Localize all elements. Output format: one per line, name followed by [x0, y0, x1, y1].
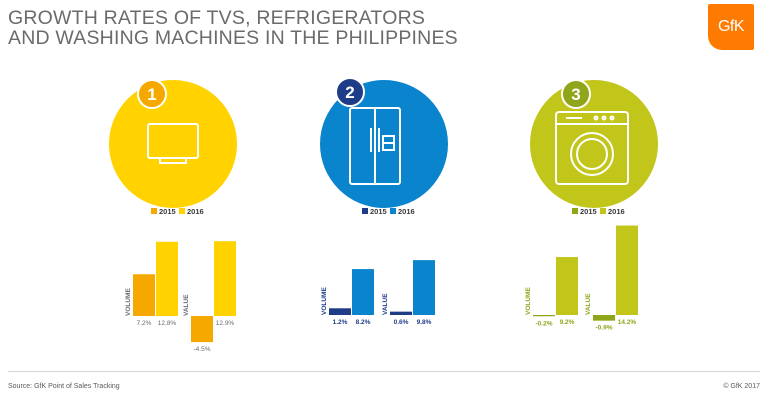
data-label-value-2016: 9.8%: [417, 319, 432, 326]
washing-machine-icon: [555, 111, 629, 185]
legend-label-2015: 2015: [370, 207, 387, 216]
group-label-value: VALUE: [585, 293, 592, 315]
chart-panel-2: 2 2015 2016 VOLUME 1.2% 8.2% VALUE 0.6% 9.8%: [320, 77, 448, 326]
bar-volume-2016: [156, 241, 178, 316]
chart-panel-1: 1 2015 2016 VOLUME 7.2% 12.8% VALUE -4.5% 12.9%: [109, 79, 237, 353]
legend-swatch-2016: [600, 208, 606, 214]
category-circle: [109, 80, 237, 208]
legend-label-2015: 2015: [580, 207, 597, 216]
chart-panel-3: 3 2015 2016 VOLUME -0.2% 9.2% VALUE -0.9% 14.2%: [525, 79, 658, 332]
legend-swatch-2015: [362, 208, 368, 214]
data-label-value-2015: -0.9%: [596, 325, 613, 332]
badge-number: 1: [147, 85, 156, 104]
copyright-note: © GfK 2017: [723, 383, 760, 390]
badge-circle: [561, 79, 591, 109]
footer-divider: [8, 371, 760, 372]
bar-value-2016: [413, 260, 435, 315]
group-label-value: VALUE: [183, 294, 190, 316]
title-line-1: GROWTH RATES OF TVS, REFRIGERATORS: [8, 7, 426, 29]
legend-label-2016: 2016: [608, 207, 625, 216]
data-label-volume-2016: 8.2%: [356, 319, 371, 326]
data-label-volume-2015: 1.2%: [333, 319, 348, 326]
group-label-value: VALUE: [382, 293, 389, 315]
legend-swatch-2015: [572, 208, 578, 214]
bar-volume-2016: [556, 257, 578, 315]
legend-label-2015: 2015: [159, 207, 176, 216]
badge-circle: [335, 77, 365, 107]
bar-value-2015: [593, 315, 615, 321]
category-circle: [530, 80, 658, 208]
bar-value-2015: [390, 311, 412, 315]
bar-volume-2015: [133, 274, 155, 316]
legend-label-2016: 2016: [398, 207, 415, 216]
legend-swatch-2016: [390, 208, 396, 214]
badge-number: 2: [345, 83, 354, 102]
bar-value-2016: [214, 241, 236, 316]
tv-icon: [147, 123, 199, 164]
data-label-value-2016: 14.2%: [618, 319, 637, 326]
data-label-volume-2016: 9.2%: [560, 319, 575, 326]
bar-value-2015: [191, 316, 213, 343]
data-label-value-2016: 12.9%: [216, 320, 235, 327]
legend-swatch-2016: [179, 208, 185, 214]
legend-label-2016: 2016: [187, 207, 204, 216]
group-label-volume: VOLUME: [125, 288, 132, 316]
badge-number: 3: [571, 85, 580, 104]
badge-circle: [137, 79, 167, 109]
data-label-value-2015: -4.5%: [194, 346, 211, 353]
data-label-volume-2015: -0.2%: [536, 320, 553, 327]
title-line-2: AND WASHING MACHINES IN THE PHILIPPINES: [8, 27, 458, 49]
bar-volume-2015: [533, 315, 555, 317]
bar-value-2016: [616, 225, 638, 315]
refrigerator-icon: [349, 107, 401, 185]
source-note: Source: GfK Point of Sales Tracking: [8, 383, 120, 390]
legend-swatch-2015: [151, 208, 157, 214]
data-label-value-2015: 0.6%: [394, 319, 409, 326]
group-label-volume: VOLUME: [525, 287, 532, 315]
data-label-volume-2015: 7.2%: [137, 320, 152, 327]
page-title: GROWTH RATES OF TVS, REFRIGERATORS AND W…: [8, 8, 458, 48]
data-label-volume-2016: 12.8%: [158, 320, 177, 327]
bar-volume-2015: [329, 308, 351, 315]
group-label-volume: VOLUME: [321, 287, 328, 315]
gfk-logo: GfK: [708, 4, 754, 50]
bar-volume-2016: [352, 269, 374, 315]
